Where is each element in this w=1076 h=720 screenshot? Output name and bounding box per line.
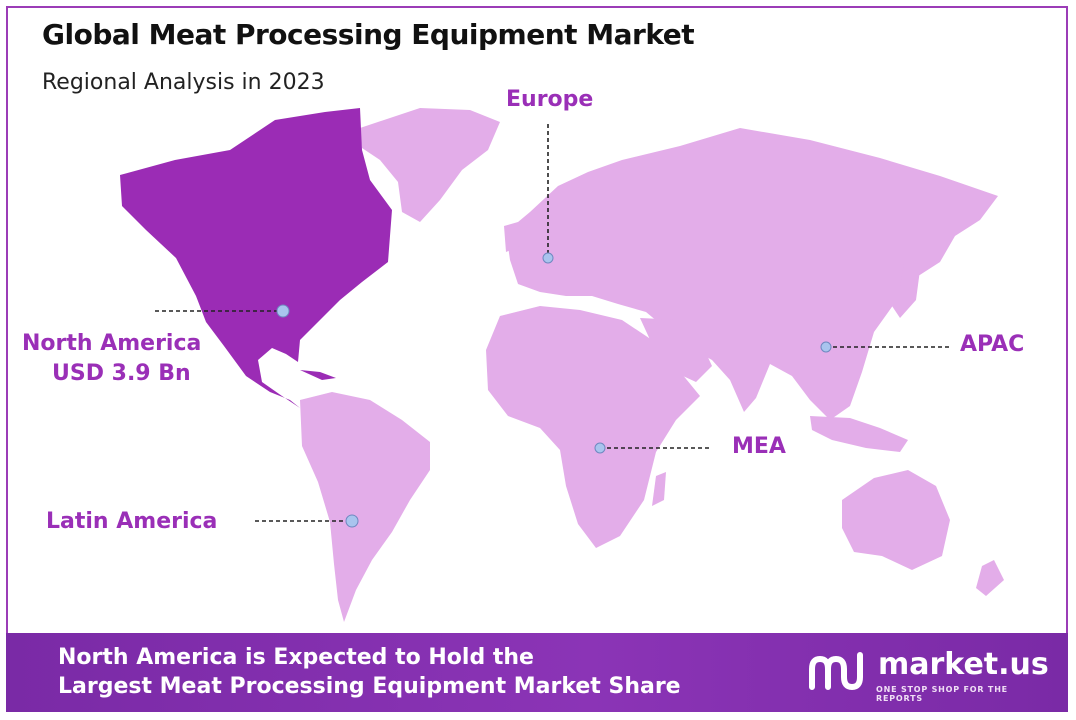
region-shape-caribbean [300,370,336,380]
marker-north-america [276,304,290,318]
footer-line-2: Largest Meat Processing Equipment Market… [58,674,681,699]
region-shape-north-america [120,108,392,408]
region-shape-eurasia [506,128,998,420]
region-label-north-america: North America [22,331,202,356]
region-shape-south-america [300,392,430,622]
region-shape-new-zealand [976,560,1004,596]
region-shape-uk [504,222,520,252]
footer-line-1: North America is Expected to Hold the [58,645,534,670]
footer-text: North America is Expected to Hold the La… [58,643,681,701]
marker-apac [820,341,832,353]
region-shape-japan [892,262,920,318]
market-us-logo-icon [809,652,863,691]
region-value-north-america: USD 3.9 Bn [52,361,191,386]
region-shape-madagascar [652,472,666,506]
region-shape-greenland [360,108,500,222]
region-shape-middle-east [640,318,712,382]
brand-name: market.us [878,647,1049,682]
region-label-latin-america: Latin America [46,509,218,534]
marker-latin-america [345,514,359,528]
region-shape-africa [486,306,700,548]
region-label-apac: APAC [960,332,1025,357]
chart-subtitle: Regional Analysis in 2023 [42,70,325,95]
region-label-mea: MEA [732,434,786,459]
region-shape-indonesia [810,416,908,452]
marker-europe [542,252,554,264]
marker-mea [594,442,606,454]
chart-title: Global Meat Processing Equipment Market [42,18,695,51]
footer-banner: North America is Expected to Hold the La… [6,633,1068,712]
world-map [120,108,1004,622]
region-label-europe: Europe [506,87,594,112]
region-shape-australia [842,470,950,570]
brand-tagline: ONE STOP SHOP FOR THE REPORTS [876,685,1008,703]
brand-logo: market.us ONE STOP SHOP FOR THE REPORTS [806,647,1056,703]
